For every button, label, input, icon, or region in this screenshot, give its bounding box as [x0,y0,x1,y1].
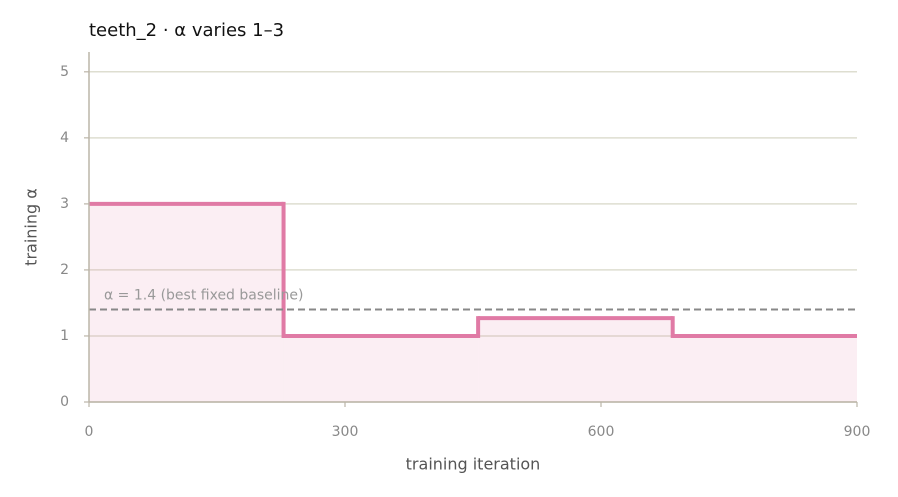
y-axis-label: training α [22,188,41,266]
y-tick-label: 1 [60,328,69,344]
x-tick-label: 600 [588,424,615,440]
y-tick-label: 4 [60,130,69,146]
step-area [89,203,284,402]
baseline-label: α = 1.4 (best fixed baseline) [104,288,304,304]
chart-title: teeth_2 · α varies 1–3 [89,20,284,41]
step-area [478,318,673,402]
y-tick-label: 0 [60,394,69,410]
y-tick-label: 2 [60,262,69,278]
y-tick-label: 5 [60,64,69,80]
x-axis-label: training iteration [406,455,541,474]
x-tick-label: 0 [85,424,94,440]
x-tick-label: 300 [332,424,359,440]
y-tick-label: 3 [60,196,69,212]
step-area [283,335,479,402]
x-tick-label: 900 [844,424,871,440]
step-area [672,335,857,402]
